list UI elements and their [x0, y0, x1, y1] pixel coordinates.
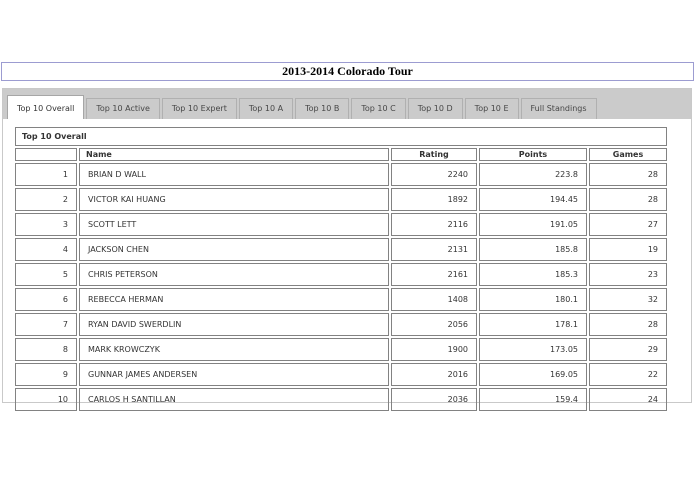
games-cell: 32	[589, 288, 667, 311]
points-cell: 191.05	[479, 213, 587, 236]
name-cell: RYAN DAVID SWERDLIN	[79, 313, 389, 336]
rating-cell: 2116	[391, 213, 477, 236]
rating-cell: 2056	[391, 313, 477, 336]
tab-panel-content: Top 10 Overall Name Rating Points Games …	[3, 119, 691, 413]
games-cell: 28	[589, 313, 667, 336]
column-header-games: Games	[589, 148, 667, 161]
rating-cell: 2240	[391, 163, 477, 186]
rank-cell: 8	[15, 338, 77, 361]
name-cell: BRIAN D WALL	[79, 163, 389, 186]
name-cell: VICTOR KAI HUANG	[79, 188, 389, 211]
points-cell: 223.8	[479, 163, 587, 186]
games-cell: 27	[589, 213, 667, 236]
points-cell: 173.05	[479, 338, 587, 361]
table-row: 1 BRIAN D WALL 2240 223.8 28	[15, 163, 667, 186]
points-cell: 178.1	[479, 313, 587, 336]
tab-top-10-d[interactable]: Top 10 D	[407, 98, 463, 119]
tab-top-10-expert[interactable]: Top 10 Expert	[161, 98, 237, 119]
rank-cell: 4	[15, 238, 77, 261]
name-cell: CHRIS PETERSON	[79, 263, 389, 286]
rank-cell: 6	[15, 288, 77, 311]
table-caption-row: Top 10 Overall	[15, 127, 667, 146]
games-cell: 24	[589, 388, 667, 411]
table-row: 5 CHRIS PETERSON 2161 185.3 23	[15, 263, 667, 286]
column-header-rating: Rating	[391, 148, 477, 161]
column-header-rank	[15, 148, 77, 161]
rating-cell: 1408	[391, 288, 477, 311]
column-header-points: Points	[479, 148, 587, 161]
name-cell: CARLOS H SANTILLAN	[79, 388, 389, 411]
rating-cell: 2131	[391, 238, 477, 261]
games-cell: 23	[589, 263, 667, 286]
rank-cell: 10	[15, 388, 77, 411]
tab-top-10-e[interactable]: Top 10 E	[464, 98, 519, 119]
tab-strip: Top 10 Overall Top 10 Active Top 10 Expe…	[3, 89, 691, 119]
table-header-row: Name Rating Points Games	[15, 148, 667, 161]
name-cell: MARK KROWCZYK	[79, 338, 389, 361]
rank-cell: 7	[15, 313, 77, 336]
table-row: 3 SCOTT LETT 2116 191.05 27	[15, 213, 667, 236]
page-title: 2013-2014 Colorado Tour	[1, 62, 694, 81]
standings-panel: Top 10 Overall Top 10 Active Top 10 Expe…	[2, 88, 692, 411]
name-cell: REBECCA HERMAN	[79, 288, 389, 311]
games-cell: 22	[589, 363, 667, 386]
table-row: 6 REBECCA HERMAN 1408 180.1 32	[15, 288, 667, 311]
name-cell: JACKSON CHEN	[79, 238, 389, 261]
rank-cell: 1	[15, 163, 77, 186]
rating-cell: 1892	[391, 188, 477, 211]
tab-top-10-a[interactable]: Top 10 A	[238, 98, 294, 119]
table-row: 10 CARLOS H SANTILLAN 2036 159.4 24	[15, 388, 667, 411]
table-row: 9 GUNNAR JAMES ANDERSEN 2016 169.05 22	[15, 363, 667, 386]
rating-cell: 2036	[391, 388, 477, 411]
standings-table: Top 10 Overall Name Rating Points Games …	[13, 125, 669, 413]
games-cell: 19	[589, 238, 667, 261]
rank-cell: 5	[15, 263, 77, 286]
points-cell: 185.8	[479, 238, 587, 261]
games-cell: 28	[589, 163, 667, 186]
rank-cell: 2	[15, 188, 77, 211]
tab-top-10-active[interactable]: Top 10 Active	[86, 98, 160, 119]
table-row: 8 MARK KROWCZYK 1900 173.05 29	[15, 338, 667, 361]
rank-cell: 9	[15, 363, 77, 386]
name-cell: SCOTT LETT	[79, 213, 389, 236]
points-cell: 194.45	[479, 188, 587, 211]
table-row: 7 RYAN DAVID SWERDLIN 2056 178.1 28	[15, 313, 667, 336]
rating-cell: 2161	[391, 263, 477, 286]
points-cell: 185.3	[479, 263, 587, 286]
rating-cell: 2016	[391, 363, 477, 386]
rank-cell: 3	[15, 213, 77, 236]
tab-full-standings[interactable]: Full Standings	[520, 98, 597, 119]
name-cell: GUNNAR JAMES ANDERSEN	[79, 363, 389, 386]
points-cell: 180.1	[479, 288, 587, 311]
rating-cell: 1900	[391, 338, 477, 361]
games-cell: 29	[589, 338, 667, 361]
column-header-name: Name	[79, 148, 389, 161]
table-caption: Top 10 Overall	[15, 127, 667, 146]
points-cell: 159.4	[479, 388, 587, 411]
table-row: 4 JACKSON CHEN 2131 185.8 19	[15, 238, 667, 261]
points-cell: 169.05	[479, 363, 587, 386]
tab-top-10-c[interactable]: Top 10 C	[351, 98, 406, 119]
tab-top-10-overall[interactable]: Top 10 Overall	[7, 95, 85, 119]
table-row: 2 VICTOR KAI HUANG 1892 194.45 28	[15, 188, 667, 211]
games-cell: 28	[589, 188, 667, 211]
tab-top-10-b[interactable]: Top 10 B	[295, 98, 350, 119]
